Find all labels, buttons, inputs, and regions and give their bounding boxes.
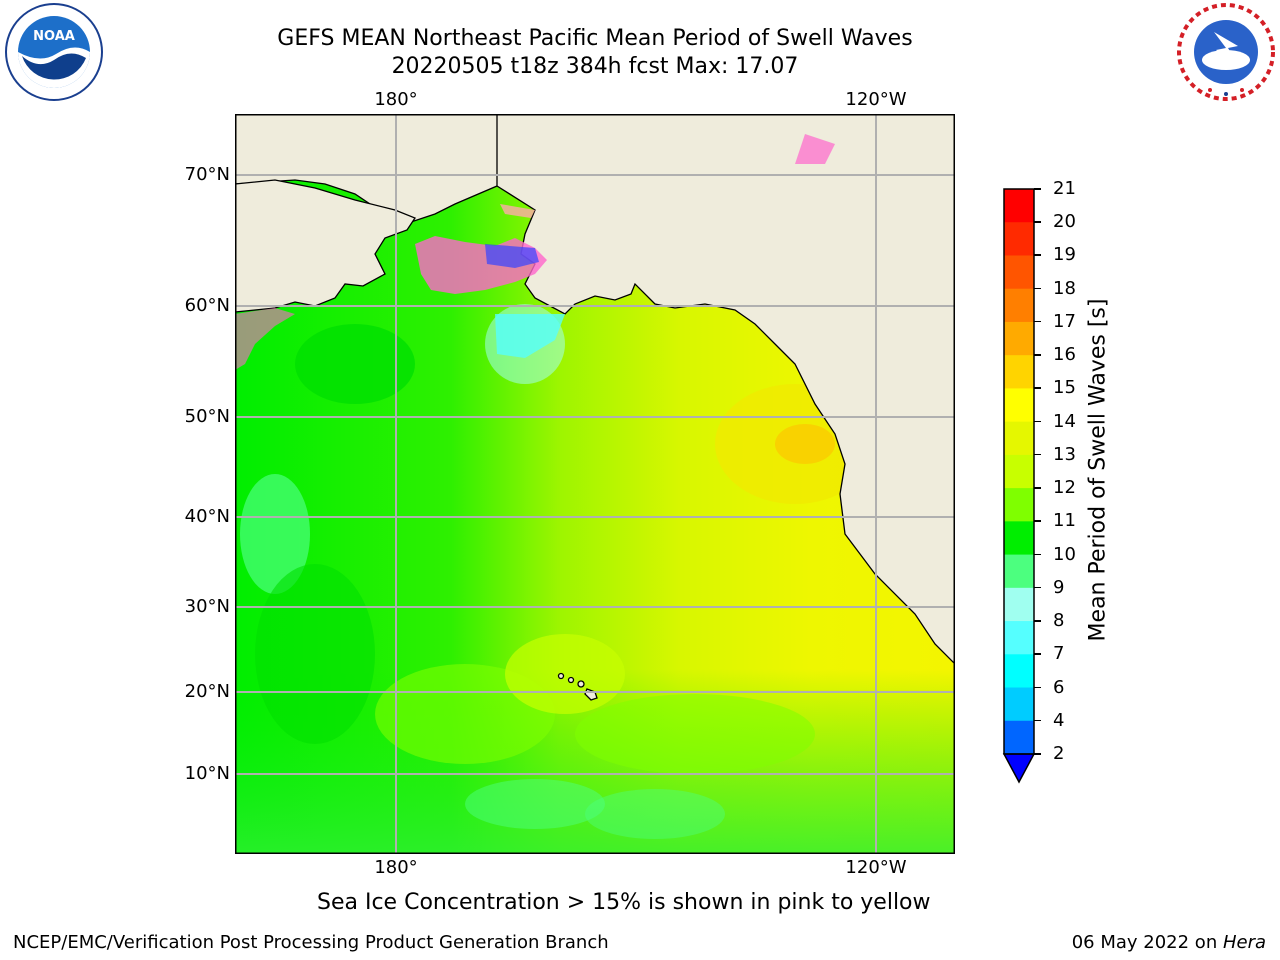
colorbar-segment <box>1004 222 1034 256</box>
noaa-logo: NOAA <box>4 2 104 102</box>
colorbar-tick-mark <box>1034 354 1041 356</box>
colorbar-tick-mark <box>1034 753 1041 755</box>
lon-label-top-180: 180° <box>374 89 418 110</box>
colorbar-segment <box>1004 488 1034 522</box>
colorbar-tick-label: 13 <box>1053 443 1076 465</box>
colorbar-tick-mark <box>1034 387 1041 389</box>
colorbar-tick-label: 6 <box>1053 676 1065 698</box>
colorbar-segment <box>1004 720 1034 755</box>
colorbar-segment <box>1004 421 1034 456</box>
colorbar-title: Mean Period of Swell Waves [s] <box>1085 298 1111 642</box>
colorbar-tick-mark <box>1034 586 1041 589</box>
colorbar-tick-label: 9 <box>1053 576 1065 598</box>
colorbar-segment <box>1004 654 1034 689</box>
footer-date-text: 06 May 2022 on <box>1071 932 1223 953</box>
colorbar-segment <box>1004 687 1034 722</box>
colorbar-tick-label: 19 <box>1053 244 1076 266</box>
colorbar-tick-label: 2 <box>1053 743 1065 764</box>
lat-label-40n: 40°N <box>184 506 230 527</box>
colorbar-segment <box>1004 521 1034 556</box>
nws-logo <box>1176 2 1276 102</box>
lon-label-bottom-120w: 120°W <box>845 857 907 878</box>
colorbar-tick-label: 18 <box>1053 277 1076 299</box>
swell-period-patches <box>240 304 875 839</box>
colorbar-tick-mark <box>1034 686 1041 689</box>
colorbar-tick-label: 21 <box>1053 178 1076 199</box>
colorbar-tick-mark <box>1034 221 1041 223</box>
lat-label-10n: 10°N <box>184 763 230 784</box>
footer-branch: NCEP/EMC/Verification Post Processing Pr… <box>13 932 609 953</box>
graticule <box>235 114 955 854</box>
land-areas <box>234 113 956 666</box>
lat-label-70n: 70°N <box>184 164 230 185</box>
lat-label-60n: 60°N <box>184 295 230 316</box>
colorbar-tick-mark <box>1034 620 1041 622</box>
colorbar-tick-mark <box>1034 188 1041 190</box>
colorbar-segment <box>1004 554 1034 589</box>
lat-label-20n: 20°N <box>184 681 230 702</box>
colorbar-border <box>1003 188 1035 755</box>
colorbar-tick-label: 17 <box>1053 310 1076 332</box>
colorbar <box>1000 186 1040 786</box>
colorbar-tick-mark <box>1034 487 1041 489</box>
colorbar-tick-label: 12 <box>1053 477 1076 499</box>
sea-ice-caption: Sea Ice Concentration > 15% is shown in … <box>317 890 931 915</box>
colorbar-tick-mark <box>1034 287 1041 290</box>
colorbar-tick-label: 8 <box>1053 610 1065 632</box>
colorbar-segment <box>1004 454 1034 489</box>
footer-date: 06 May 2022 on Hera <box>1072 932 1266 953</box>
lat-label-50n: 50°N <box>184 406 230 427</box>
lon-label-top-120w: 120°W <box>845 89 907 110</box>
colorbar-segment <box>1004 288 1034 323</box>
colorbar-tick-label: 20 <box>1053 211 1076 233</box>
colorbar-tick-mark <box>1034 320 1041 323</box>
colorbar-tick-label: 4 <box>1053 709 1065 731</box>
colorbar-segment <box>1004 388 1034 423</box>
chart-title-line2: 20220505 t18z 384h fcst Max: 17.07 <box>391 54 799 79</box>
colorbar-tick-mark <box>1034 453 1041 456</box>
noaa-logo-text: NOAA <box>33 29 75 44</box>
colorbar-segment <box>1004 587 1034 622</box>
lon-label-bottom-180: 180° <box>374 857 418 878</box>
colorbar-tick-mark <box>1034 553 1041 556</box>
colorbar-tick-label: 16 <box>1053 344 1076 366</box>
colorbar-segment <box>1004 189 1034 223</box>
footer-machine: Hera <box>1222 932 1266 953</box>
chart-title-line1: GEFS MEAN Northeast Pacific Mean Period … <box>277 26 913 51</box>
colorbar-tick-label: 15 <box>1053 377 1076 399</box>
colorbar-segment <box>1004 355 1034 389</box>
colorbar-tick-label: 11 <box>1053 510 1076 532</box>
colorbar-tick-mark <box>1034 653 1041 655</box>
colorbar-tick-mark <box>1034 520 1041 522</box>
sea-ice-band <box>235 134 835 370</box>
colorbar-tick-label: 10 <box>1053 543 1076 565</box>
map-panel <box>234 113 956 854</box>
colorbar-segment <box>1004 321 1034 356</box>
colorbar-segment <box>1004 621 1034 655</box>
colorbar-tick-mark <box>1034 254 1041 256</box>
colorbar-tick-mark <box>1034 420 1041 423</box>
colorbar-tick-mark <box>1034 719 1041 722</box>
lat-label-30n: 30°N <box>184 596 230 617</box>
colorbar-segment <box>1004 255 1034 290</box>
map-border <box>235 114 955 854</box>
colorbar-tick-label: 14 <box>1053 410 1076 432</box>
colorbar-tick-label: 7 <box>1053 643 1065 665</box>
colorbar-extend-triangle <box>1002 753 1036 784</box>
